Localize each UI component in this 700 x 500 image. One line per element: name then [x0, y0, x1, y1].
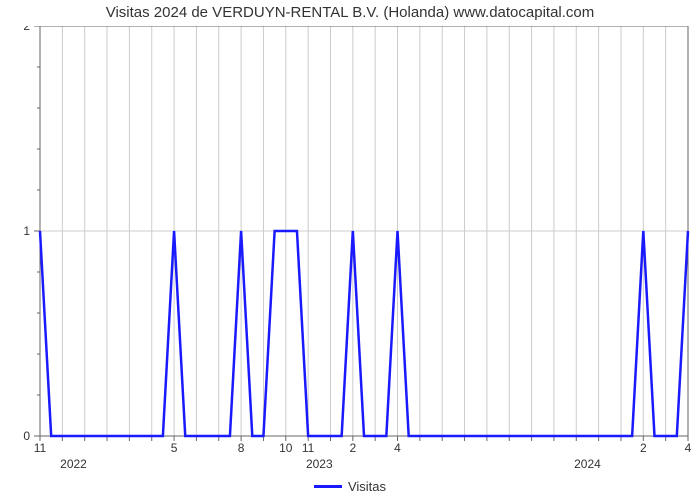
legend-swatch: [314, 485, 342, 488]
svg-text:4: 4: [685, 441, 692, 455]
svg-text:0: 0: [23, 429, 30, 443]
svg-text:11: 11: [34, 441, 47, 455]
svg-text:2: 2: [640, 441, 647, 455]
svg-text:11: 11: [302, 441, 315, 455]
svg-text:2024: 2024: [574, 457, 601, 471]
legend-label: Visitas: [348, 479, 386, 494]
svg-text:10: 10: [279, 441, 293, 455]
svg-text:2: 2: [23, 26, 30, 33]
svg-text:2: 2: [349, 441, 356, 455]
svg-text:1: 1: [23, 224, 30, 238]
legend: Visitas: [0, 478, 700, 494]
svg-text:8: 8: [238, 441, 245, 455]
svg-text:2023: 2023: [306, 457, 333, 471]
svg-text:2022: 2022: [60, 457, 87, 471]
svg-text:5: 5: [171, 441, 178, 455]
chart-title: Visitas 2024 de VERDUYN-RENTAL B.V. (Hol…: [0, 4, 700, 21]
svg-text:4: 4: [394, 441, 401, 455]
chart-plot: 0 1 2 11 5 8 10 11 2 4 2 4 2022 2023 2024: [12, 26, 692, 478]
